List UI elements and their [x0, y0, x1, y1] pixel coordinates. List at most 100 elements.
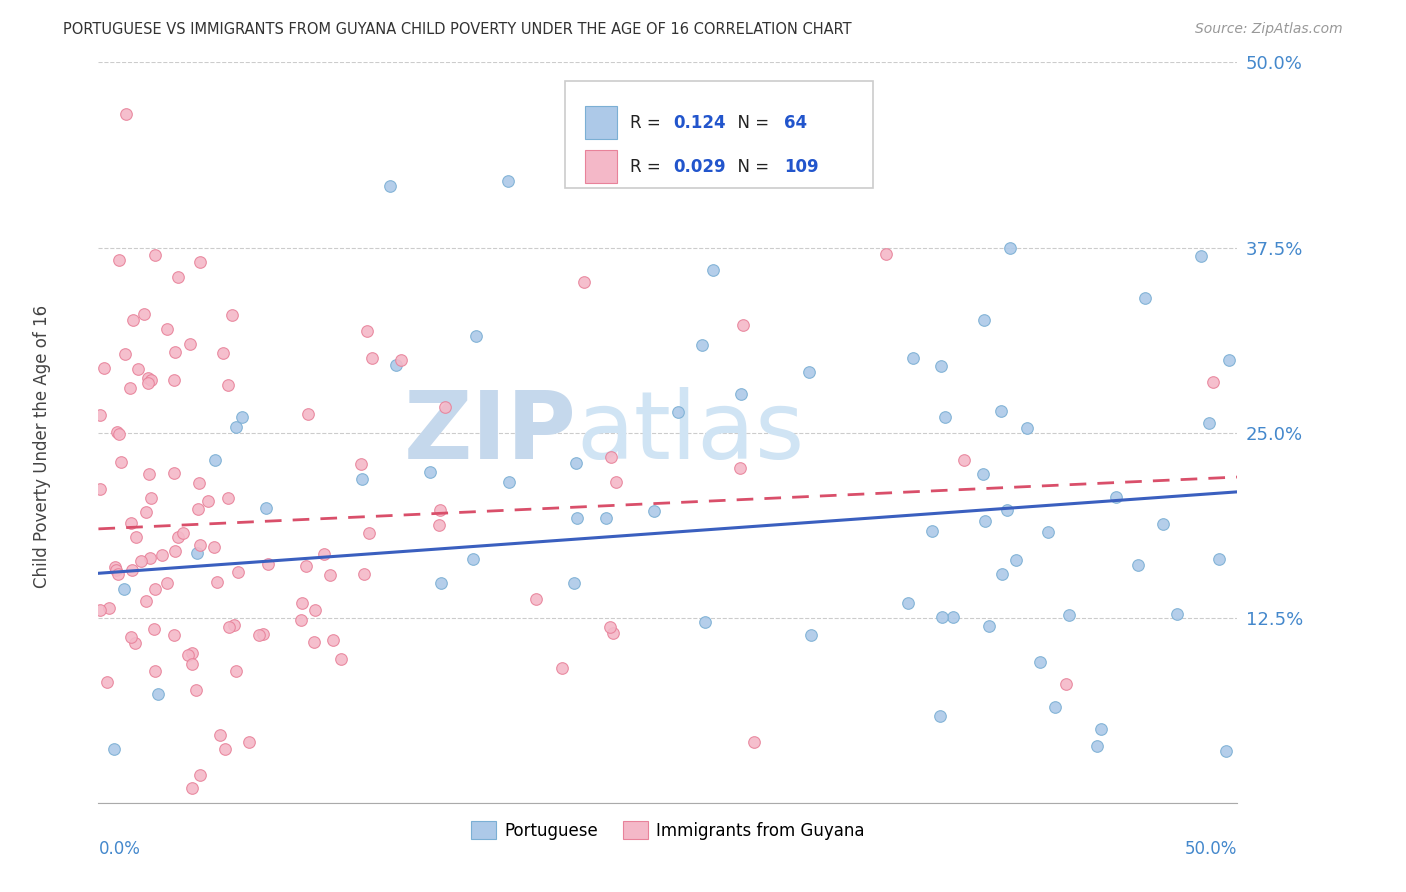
Point — [118, 381, 141, 395]
Point — [733, 318, 755, 332]
Point — [1215, 744, 1237, 758]
Point — [1152, 517, 1174, 532]
Point — [304, 603, 326, 617]
Point — [498, 475, 520, 489]
Point — [1043, 699, 1066, 714]
Point — [702, 262, 724, 277]
Point — [319, 567, 342, 582]
Point — [322, 632, 344, 647]
Point — [389, 353, 412, 368]
Point — [1105, 490, 1128, 504]
Point — [188, 255, 211, 269]
Point — [1017, 421, 1039, 435]
Point — [427, 517, 450, 532]
Point — [218, 491, 240, 506]
Text: ZIP: ZIP — [404, 386, 576, 479]
Point — [1036, 524, 1059, 539]
Point — [104, 559, 127, 574]
Point — [226, 565, 249, 579]
Point — [463, 551, 485, 566]
Text: N =: N = — [727, 113, 775, 132]
Point — [225, 664, 247, 678]
Point — [1029, 655, 1052, 669]
Text: atlas: atlas — [576, 386, 806, 479]
Point — [96, 674, 118, 689]
Point — [1090, 722, 1112, 736]
Point — [143, 664, 166, 678]
Point — [143, 582, 166, 597]
Point — [139, 491, 162, 506]
Point — [247, 628, 270, 642]
Point — [297, 408, 319, 422]
Point — [202, 540, 225, 554]
Point — [564, 456, 586, 470]
Point — [146, 687, 169, 701]
Point — [690, 338, 713, 352]
Point — [93, 361, 115, 376]
Point — [605, 475, 627, 489]
Point — [163, 543, 186, 558]
Point — [112, 582, 135, 596]
Text: 64: 64 — [785, 113, 807, 132]
Point — [162, 466, 184, 480]
Point — [1005, 553, 1028, 567]
Point — [197, 494, 219, 508]
Point — [224, 617, 246, 632]
Point — [977, 619, 1000, 633]
Point — [565, 511, 588, 525]
Point — [759, 145, 782, 159]
Point — [385, 358, 408, 372]
Point — [875, 247, 897, 261]
Point — [312, 547, 335, 561]
Point — [188, 538, 211, 552]
Point — [181, 780, 204, 795]
Point — [602, 626, 624, 640]
Point — [163, 344, 186, 359]
Point — [599, 620, 621, 634]
Point — [1085, 739, 1108, 753]
Point — [121, 312, 143, 326]
Point — [184, 683, 207, 698]
Point — [114, 347, 136, 361]
Point — [434, 400, 457, 414]
Point — [124, 530, 146, 544]
FancyBboxPatch shape — [565, 81, 873, 188]
Point — [135, 505, 157, 519]
Point — [742, 735, 765, 749]
Point — [595, 511, 617, 525]
Point — [572, 275, 595, 289]
Point — [378, 179, 401, 194]
Point — [167, 530, 190, 544]
Text: PORTUGUESE VS IMMIGRANTS FROM GUYANA CHILD POVERTY UNDER THE AGE OF 16 CORRELATI: PORTUGUESE VS IMMIGRANTS FROM GUYANA CHI… — [63, 22, 852, 37]
Point — [138, 467, 160, 481]
Point — [991, 567, 1014, 582]
Point — [551, 660, 574, 674]
Point — [1218, 352, 1240, 367]
Point — [138, 371, 160, 385]
Point — [901, 351, 924, 365]
Point — [934, 409, 956, 424]
Point — [132, 307, 155, 321]
Point — [599, 450, 621, 464]
Point — [1054, 677, 1077, 691]
Point — [990, 403, 1012, 417]
Point — [928, 709, 950, 723]
Point — [136, 376, 159, 391]
Point — [1189, 249, 1212, 263]
Point — [187, 501, 209, 516]
FancyBboxPatch shape — [585, 150, 617, 183]
Point — [156, 322, 179, 336]
Text: R =: R = — [630, 158, 666, 176]
Point — [254, 500, 277, 515]
Legend: Portuguese, Immigrants from Guyana: Portuguese, Immigrants from Guyana — [464, 814, 872, 847]
Point — [897, 596, 920, 610]
Point — [107, 566, 129, 581]
Point — [107, 427, 129, 442]
Point — [430, 576, 453, 591]
Point — [179, 336, 201, 351]
Point — [204, 453, 226, 467]
Point — [291, 596, 314, 610]
Point — [89, 602, 111, 616]
Point — [218, 620, 240, 634]
Point — [356, 324, 378, 338]
